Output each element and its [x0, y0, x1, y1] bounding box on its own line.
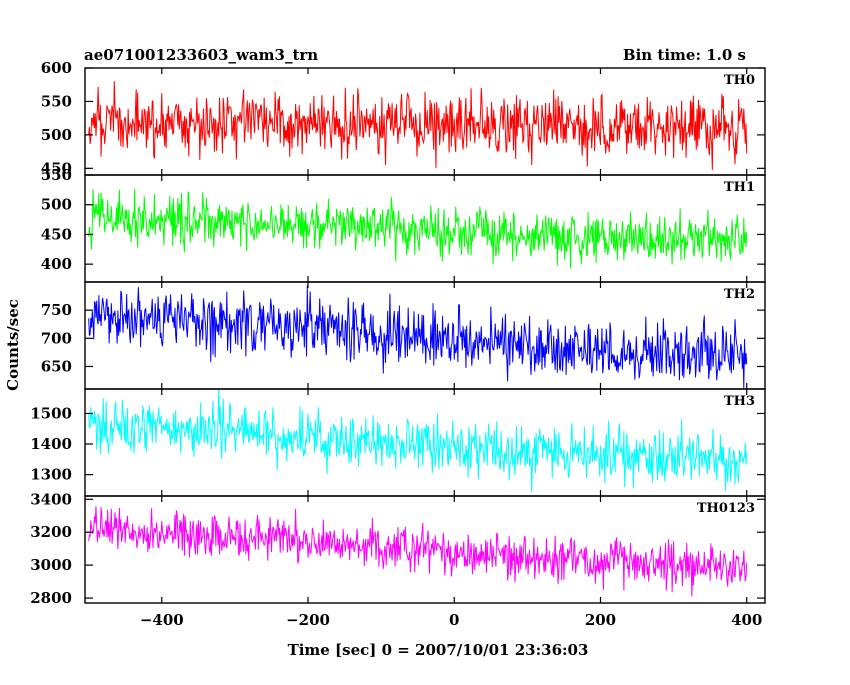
y-tick-label: 700 [41, 329, 72, 347]
y-tick-label: 1400 [30, 435, 72, 453]
series-line-th1 [88, 188, 748, 269]
panel-label-th3: TH3 [724, 394, 755, 409]
y-tick-label: 1300 [30, 466, 72, 484]
bin-time-label: Bin time: 1.0 s [623, 46, 746, 64]
y-axis-title: Counts/sec [4, 299, 22, 391]
y-tick-label: 2800 [30, 589, 72, 607]
x-axis-title: Time [sec] 0 = 2007/10/01 23:36:03 [288, 641, 589, 659]
series-line-th0123 [88, 506, 748, 597]
y-tick-label: 750 [41, 301, 72, 319]
x-tick-label: 200 [585, 611, 616, 629]
panel-label-th2: TH2 [724, 287, 755, 302]
y-tick-label: 1500 [30, 404, 72, 422]
x-tick-label: 0 [449, 611, 459, 629]
chart-title: ae071001233603_wam3_trn [84, 46, 318, 64]
panel-th2: 650 700 750 TH2 [41, 281, 766, 390]
series-line-th0 [88, 81, 748, 170]
y-tick-label: 3200 [30, 523, 72, 541]
x-tick-label: −400 [140, 611, 184, 629]
panel-label-th1: TH1 [724, 180, 755, 195]
x-axis: −400 −200 0 200 400 [140, 611, 763, 629]
y-tick-label: 450 [41, 159, 72, 177]
panel-label-th0123: TH0123 [697, 501, 755, 516]
panel-th0: 450 500 550 600 TH0 [41, 59, 766, 177]
y-tick-label: 550 [41, 166, 72, 184]
y-tick-label: 650 [41, 357, 72, 375]
panel-label-th0: TH0 [724, 73, 755, 88]
y-tick-label: 3000 [30, 556, 72, 574]
panels-group: 450 500 550 600 TH0 400 450 500 550 TH1 650 700 750 T… [30, 59, 766, 607]
panel-frame [84, 495, 766, 604]
panel-th3: 1300 1400 1500 TH3 [30, 388, 766, 497]
panel-th0123: 2800 3000 3200 3400 TH0123 [30, 490, 766, 607]
x-tick-label: 400 [731, 611, 762, 629]
series-line-th2 [88, 285, 748, 389]
panel-th1: 400 450 500 550 TH1 [41, 166, 766, 283]
x-tick-label: −200 [286, 611, 330, 629]
y-tick-label: 3400 [30, 490, 72, 508]
y-tick-label: 500 [41, 196, 72, 214]
y-tick-label: 500 [41, 126, 72, 144]
series-line-th3 [88, 389, 748, 493]
y-tick-label: 550 [41, 92, 72, 110]
y-tick-label: 600 [41, 59, 72, 77]
y-tick-label: 400 [41, 255, 72, 273]
y-tick-label: 450 [41, 225, 72, 243]
